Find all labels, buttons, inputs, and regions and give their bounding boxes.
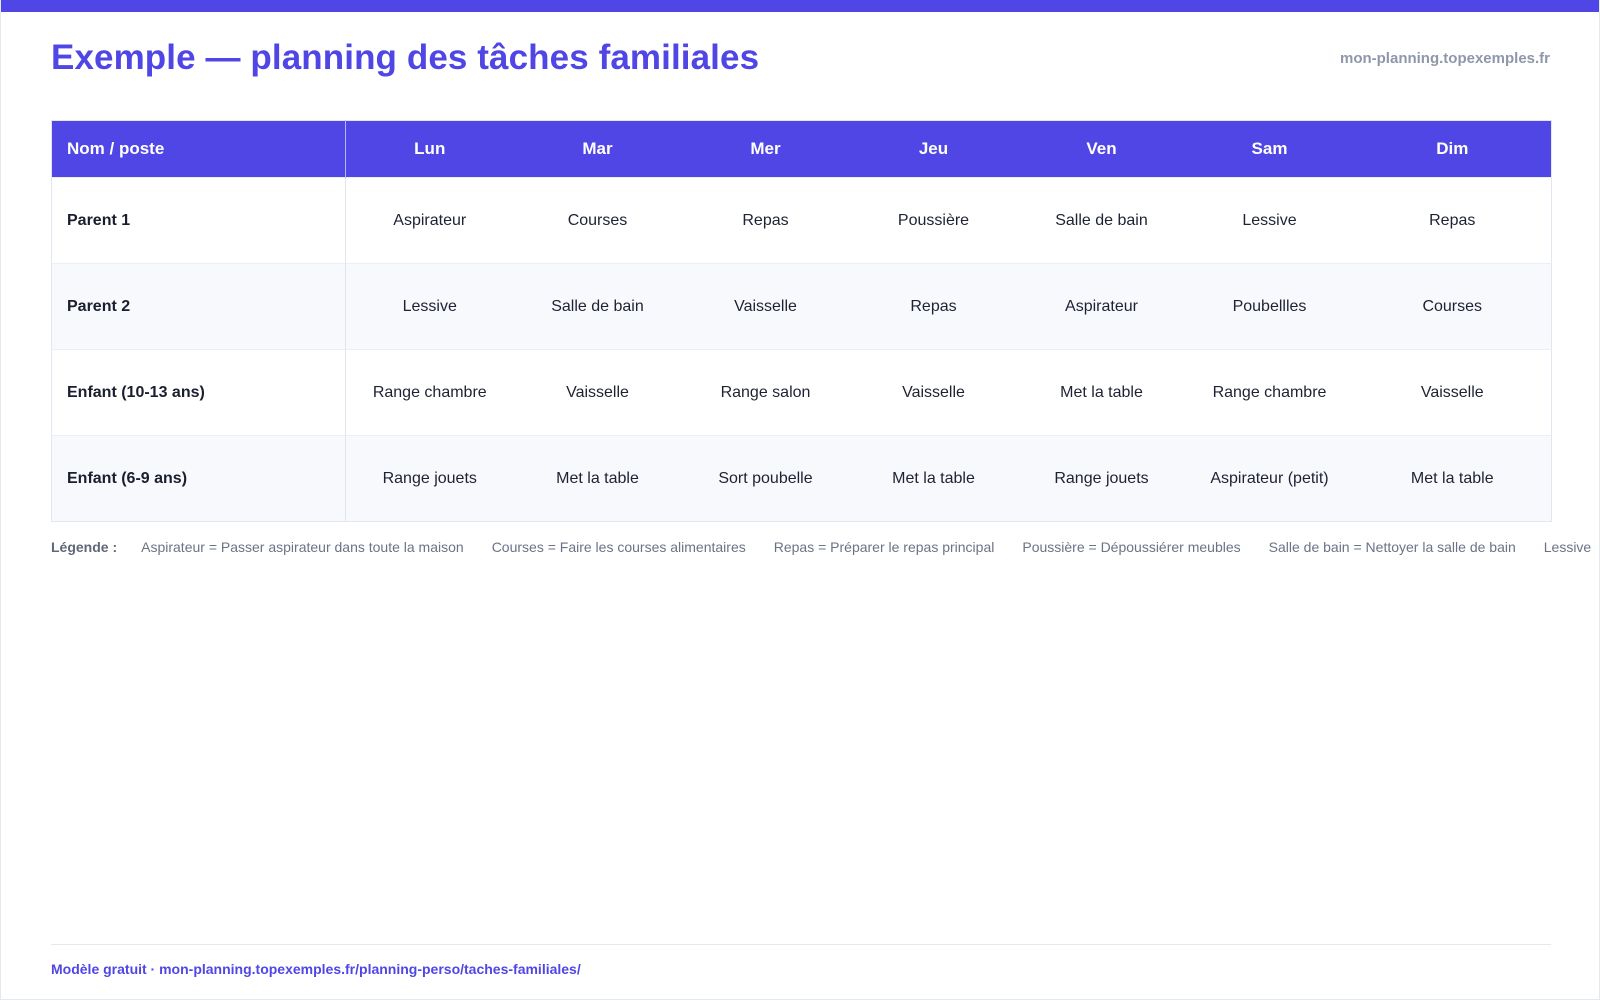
legend-item: Repas = Préparer le repas principal bbox=[773, 539, 995, 555]
task-cell: Vaisselle bbox=[849, 349, 1018, 436]
legend-item: Courses = Faire les courses alimentaires bbox=[491, 539, 746, 555]
task-cell: Met la table bbox=[1017, 349, 1186, 436]
page-title: Exemple — planning des tâches familiales bbox=[51, 38, 760, 77]
planning-table: Nom / poste Lun Mar Mer Jeu Ven Sam Dim … bbox=[51, 120, 1552, 522]
column-header-day: Mar bbox=[513, 120, 682, 178]
task-cell: Range salon bbox=[681, 349, 850, 436]
task-cell: Met la table bbox=[1353, 435, 1552, 522]
column-header-day: Dim bbox=[1353, 120, 1552, 178]
legend-label: Légende : bbox=[51, 539, 118, 555]
legend: Légende : Aspirateur = Passer aspirateur… bbox=[51, 539, 1599, 555]
task-cell: Met la table bbox=[513, 435, 682, 522]
site-name: mon-planning.topexemples.fr bbox=[1339, 50, 1550, 67]
task-cell: Salle de bain bbox=[1017, 177, 1186, 264]
row-name: Parent 1 bbox=[51, 177, 346, 264]
row-name: Parent 2 bbox=[51, 263, 346, 350]
task-cell: Aspirateur (petit) bbox=[1185, 435, 1354, 522]
task-cell: Poubellles bbox=[1185, 263, 1354, 350]
task-cell: Aspirateur bbox=[345, 177, 514, 264]
task-cell: Range jouets bbox=[1017, 435, 1186, 522]
task-cell: Repas bbox=[1353, 177, 1552, 264]
column-header-day: Lun bbox=[345, 120, 514, 178]
legend-item: Aspirateur = Passer aspirateur dans tout… bbox=[141, 539, 464, 555]
table-row: Parent 2 Lessive Salle de bain Vaisselle… bbox=[51, 263, 1552, 350]
column-header-day: Jeu bbox=[849, 120, 1018, 178]
task-cell: Range jouets bbox=[345, 435, 514, 522]
legend-item: Poussière = Dépoussiérer meubles bbox=[1022, 539, 1241, 555]
task-cell: Poussière bbox=[849, 177, 1018, 264]
column-header-day: Mer bbox=[681, 120, 850, 178]
top-accent-bar bbox=[1, 0, 1599, 12]
task-cell: Vaisselle bbox=[1353, 349, 1552, 436]
task-cell: Aspirateur bbox=[1017, 263, 1186, 350]
table-row: Enfant (6-9 ans) Range jouets Met la tab… bbox=[51, 435, 1552, 522]
row-name: Enfant (6-9 ans) bbox=[51, 435, 346, 522]
table-row: Enfant (10-13 ans) Range chambre Vaissel… bbox=[51, 349, 1552, 436]
task-cell: Sort poubelle bbox=[681, 435, 850, 522]
table-header-row: Nom / poste Lun Mar Mer Jeu Ven Sam Dim bbox=[51, 120, 1552, 178]
footer-divider bbox=[51, 944, 1551, 945]
task-cell: Repas bbox=[681, 177, 850, 264]
task-cell: Range chambre bbox=[1185, 349, 1354, 436]
task-cell: Vaisselle bbox=[513, 349, 682, 436]
column-header-day: Sam bbox=[1185, 120, 1354, 178]
task-cell: Met la table bbox=[849, 435, 1018, 522]
task-cell: Courses bbox=[1353, 263, 1552, 350]
task-cell: Vaisselle bbox=[681, 263, 850, 350]
task-cell: Courses bbox=[513, 177, 682, 264]
task-cell: Range chambre bbox=[345, 349, 514, 436]
task-cell: Lessive bbox=[345, 263, 514, 350]
footer-text: Modèle gratuit · mon-planning.topexemple… bbox=[51, 961, 581, 977]
task-cell: Salle de bain bbox=[513, 263, 682, 350]
legend-item: Lessive bbox=[1543, 539, 1592, 555]
column-header-name: Nom / poste bbox=[51, 120, 346, 178]
row-name: Enfant (10-13 ans) bbox=[51, 349, 346, 436]
column-header-day: Ven bbox=[1017, 120, 1186, 178]
task-cell: Repas bbox=[849, 263, 1018, 350]
table-row: Parent 1 Aspirateur Courses Repas Poussi… bbox=[51, 177, 1552, 264]
task-cell: Lessive bbox=[1185, 177, 1354, 264]
legend-item: Salle de bain = Nettoyer la salle de bai… bbox=[1268, 539, 1516, 555]
